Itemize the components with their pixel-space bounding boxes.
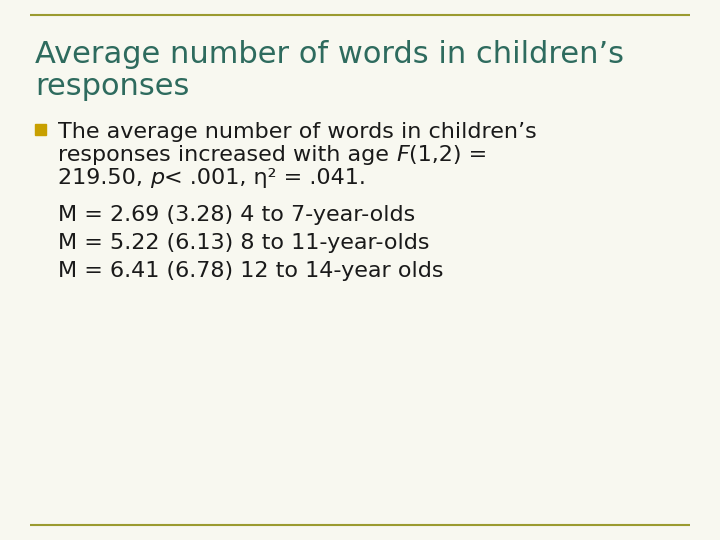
Text: < .001, η² = .041.: < .001, η² = .041. xyxy=(164,168,366,188)
Text: F: F xyxy=(396,145,409,165)
Text: M = 6.41 (6.78) 12 to 14-year olds: M = 6.41 (6.78) 12 to 14-year olds xyxy=(58,261,444,281)
Text: p: p xyxy=(150,168,164,188)
Text: The average number of words in children’s: The average number of words in children’… xyxy=(58,122,536,142)
Text: M = 5.22 (6.13) 8 to 11-year-olds: M = 5.22 (6.13) 8 to 11-year-olds xyxy=(58,233,430,253)
Text: (1,2) =: (1,2) = xyxy=(409,145,487,165)
Text: M = 2.69 (3.28) 4 to 7-year-olds: M = 2.69 (3.28) 4 to 7-year-olds xyxy=(58,205,415,225)
Text: 219.50,: 219.50, xyxy=(58,168,150,188)
Text: Average number of words in children’s: Average number of words in children’s xyxy=(35,40,624,69)
Text: responses increased with age: responses increased with age xyxy=(58,145,396,165)
Bar xyxy=(35,124,46,135)
Text: responses: responses xyxy=(35,72,189,101)
